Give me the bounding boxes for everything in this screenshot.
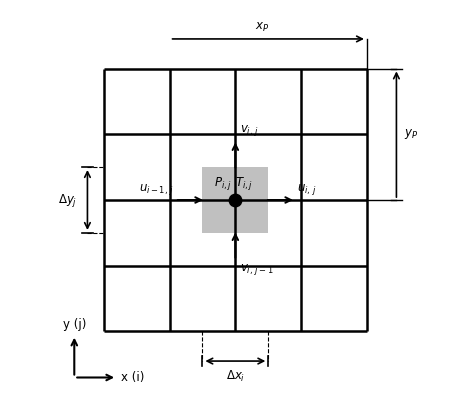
Text: $\Delta y_j$: $\Delta y_j$: [58, 192, 78, 208]
Text: $\Delta x_i$: $\Delta x_i$: [226, 369, 245, 384]
Text: $x_P$: $x_P$: [255, 20, 269, 34]
Text: $v_{i,\,j}$: $v_{i,\,j}$: [240, 123, 259, 138]
Text: $T_{i,j}$: $T_{i,j}$: [236, 175, 253, 192]
Text: $v_{i,\,j-1}$: $v_{i,\,j-1}$: [240, 262, 273, 277]
Text: $y_P$: $y_P$: [404, 127, 419, 141]
Text: x (i): x (i): [121, 371, 145, 384]
Text: $u_{i-1,\,j}$: $u_{i-1,\,j}$: [139, 182, 173, 197]
Bar: [202, 167, 268, 233]
Text: $P_{i,j}$: $P_{i,j}$: [214, 175, 231, 192]
Text: y (j): y (j): [63, 318, 86, 331]
Text: $u_{i,\,j}$: $u_{i,\,j}$: [297, 182, 317, 197]
